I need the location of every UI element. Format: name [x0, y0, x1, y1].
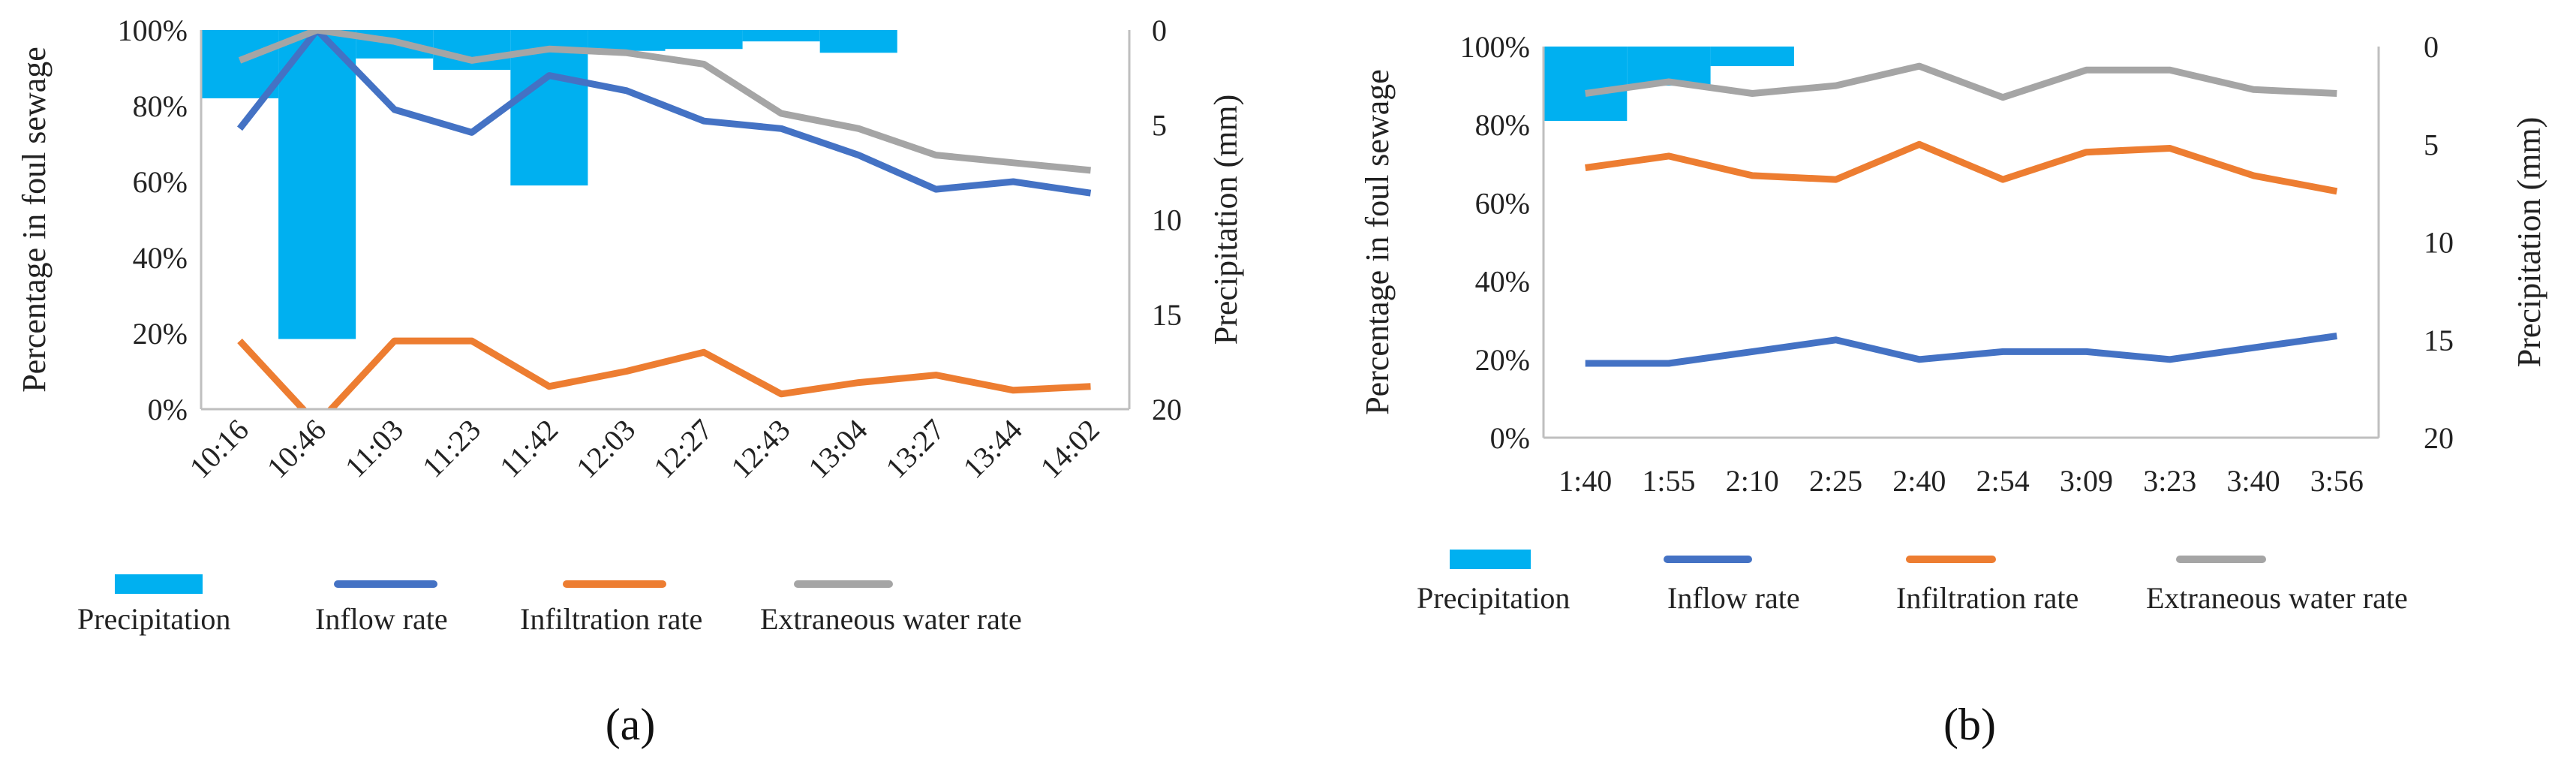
- chart-panel-b: 0% 20% 40% 60% 80% 100% 0 5 10 15 20 1:40 1:55 2:10 2:…: [1359, 30, 2547, 749]
- x-tick-label: 13:04: [801, 413, 873, 485]
- y-tick-label: 100%: [1460, 30, 1530, 64]
- x-tick-label: 1:55: [1642, 464, 1695, 498]
- x-tick-label: 2:25: [1809, 464, 1862, 498]
- x-tick-label: 11:03: [338, 413, 410, 484]
- x-tick-label: 2:54: [1976, 464, 2030, 498]
- y-tick-label: 80%: [133, 89, 188, 123]
- y2-tick-label: 15: [2424, 324, 2454, 357]
- legend-label: Inflow rate: [1667, 581, 1800, 615]
- precipitation-bar: [588, 30, 666, 51]
- x-tick-label: 2:10: [1726, 464, 1779, 498]
- x-tick-label: 14:02: [1034, 413, 1106, 485]
- x-tick-label: 12:27: [647, 413, 719, 485]
- y-tick-label: 20%: [133, 317, 188, 351]
- y2-tick-label: 5: [1152, 108, 1167, 142]
- inflow-rate-line: [1585, 333, 2337, 367]
- y2-tick-label: 5: [2424, 128, 2439, 161]
- y-tick-label: 100%: [118, 14, 188, 47]
- precipitation-bar: [665, 30, 743, 50]
- chart-panel-a: 0% 20% 40% 60% 80% 100% 0 5 10 15 20 10:16 10:46 11:0…: [16, 14, 1244, 749]
- precipitation-bar: [742, 30, 820, 42]
- y-axis-title: Percentage in foul sewage: [1359, 69, 1396, 415]
- precipitation-bar: [1710, 47, 1794, 67]
- legend-label: Infiltration rate: [1896, 581, 2079, 615]
- y-tick-label: 40%: [133, 241, 188, 275]
- y2-tick-label: 0: [2424, 30, 2439, 64]
- x-tick-label: 10:16: [183, 413, 255, 485]
- extraneous-water-rate-line: [1585, 62, 2337, 101]
- y2-tick-label: 10: [2424, 226, 2454, 260]
- legend-label: Precipitation: [77, 602, 230, 636]
- x-tick-label: 10:46: [260, 413, 332, 485]
- legend-swatch-precipitation: [115, 574, 203, 594]
- y-tick-label: 80%: [1475, 108, 1530, 142]
- y-tick-label: 60%: [133, 165, 188, 199]
- infiltration-rate-line: [1585, 140, 2338, 195]
- y-tick-label: 20%: [1475, 343, 1530, 377]
- panel-label: (a): [606, 700, 656, 749]
- legend-label: Extraneous water rate: [760, 602, 1022, 636]
- x-tick-label: 13:27: [879, 413, 951, 485]
- infiltration-rate-line: [237, 337, 1091, 409]
- extraneous-water-rate-line: [238, 30, 1091, 174]
- y-tick-label: 0%: [148, 393, 188, 426]
- precipitation-bar: [1543, 47, 1628, 121]
- y2-tick-label: 15: [1152, 298, 1182, 332]
- inflow-rate-line: [236, 30, 1092, 197]
- x-tick-label: 3:56: [2310, 464, 2364, 498]
- x-tick-label: 11:42: [493, 413, 564, 484]
- x-tick-label: 13:44: [956, 413, 1028, 485]
- panel-label: (b): [1943, 700, 1996, 749]
- precipitation-bar: [819, 30, 897, 53]
- y-tick-label: 0%: [1490, 421, 1530, 455]
- precipitation-bar: [278, 30, 356, 339]
- legend-label: Extraneous water rate: [2146, 581, 2408, 615]
- y-axis-title: Percentage in foul sewage: [16, 47, 53, 393]
- legend-label: Precipitation: [1417, 581, 1570, 615]
- x-tick-label: 3:09: [2060, 464, 2113, 498]
- precipitation-bar: [201, 30, 279, 98]
- y2-tick-label: 0: [1152, 14, 1167, 47]
- x-tick-label: 11:23: [416, 413, 487, 484]
- y2-axis-title: Precipitation (mm): [2511, 117, 2547, 368]
- y-tick-label: 60%: [1475, 186, 1530, 220]
- legend-label: Infiltration rate: [520, 602, 702, 636]
- x-tick-label: 12:03: [570, 413, 642, 485]
- x-tick-label: 3:23: [2143, 464, 2196, 498]
- y2-tick-label: 20: [1152, 393, 1182, 426]
- x-tick-label: 1:40: [1559, 464, 1612, 498]
- x-tick-label: 2:40: [1892, 464, 1946, 498]
- y-tick-label: 40%: [1475, 265, 1530, 299]
- y2-tick-label: 10: [1152, 203, 1182, 237]
- legend-label: Inflow rate: [315, 602, 448, 636]
- x-tick-label: 3:40: [2226, 464, 2280, 498]
- x-tick-label: 12:43: [724, 413, 796, 485]
- y2-tick-label: 20: [2424, 421, 2454, 455]
- precipitation-bar: [433, 30, 511, 71]
- y2-axis-title: Precipitation (mm): [1207, 95, 1244, 345]
- legend-swatch-precipitation: [1450, 550, 1531, 569]
